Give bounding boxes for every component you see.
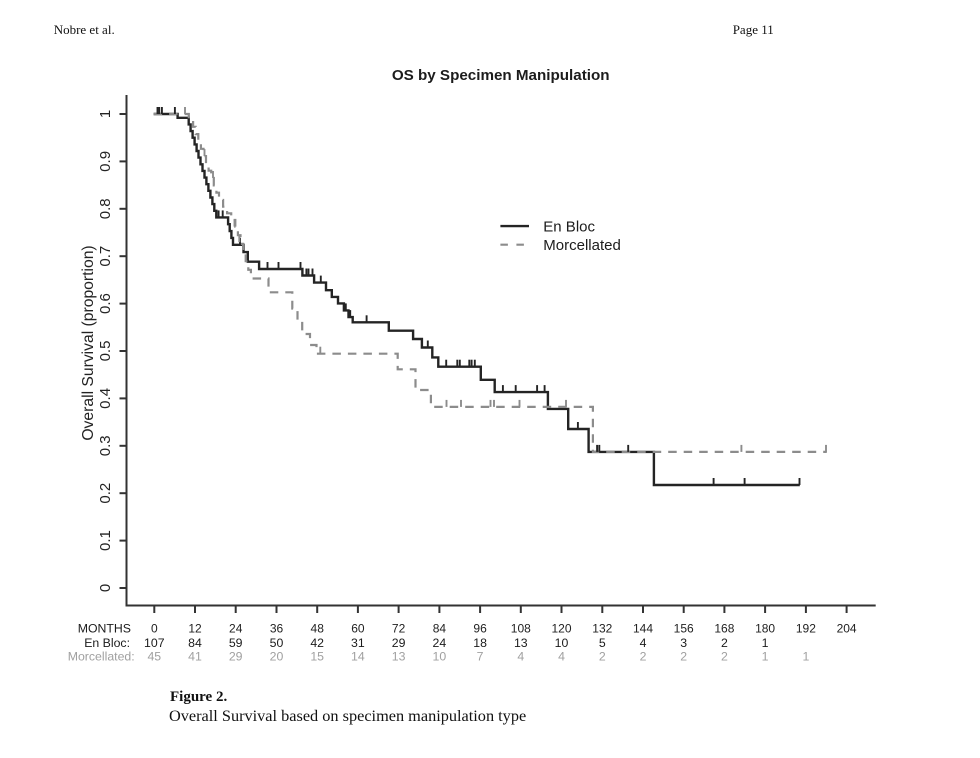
svg-text:1: 1 (762, 636, 769, 650)
svg-text:1: 1 (97, 110, 114, 118)
svg-text:0.3: 0.3 (97, 435, 114, 456)
svg-text:59: 59 (229, 636, 243, 650)
svg-text:15: 15 (310, 649, 324, 663)
svg-text:13: 13 (514, 636, 528, 650)
svg-text:0.9: 0.9 (97, 151, 114, 172)
svg-text:3: 3 (680, 636, 687, 650)
svg-text:13: 13 (392, 649, 406, 663)
svg-text:2: 2 (680, 649, 687, 663)
svg-text:1: 1 (762, 649, 769, 663)
svg-text:60: 60 (351, 622, 365, 636)
svg-text:107: 107 (144, 636, 165, 650)
svg-text:20: 20 (270, 649, 284, 663)
svg-text:48: 48 (311, 622, 325, 636)
svg-text:0.5: 0.5 (97, 341, 114, 362)
svg-text:4: 4 (640, 636, 647, 650)
svg-text:84: 84 (188, 636, 202, 650)
svg-text:72: 72 (392, 622, 406, 636)
svg-text:31: 31 (351, 636, 365, 650)
svg-text:MONTHS: MONTHS (78, 622, 131, 636)
svg-text:0.7: 0.7 (97, 246, 114, 267)
svg-text:2: 2 (721, 636, 728, 650)
svg-text:192: 192 (796, 622, 816, 636)
svg-text:10: 10 (555, 636, 569, 650)
svg-text:0: 0 (151, 622, 158, 636)
svg-text:Overall Survival (proportion): Overall Survival (proportion) (80, 245, 97, 440)
svg-text:2: 2 (721, 649, 728, 663)
svg-text:108: 108 (511, 622, 531, 636)
svg-text:96: 96 (473, 622, 487, 636)
svg-text:180: 180 (755, 622, 775, 636)
svg-text:204: 204 (837, 622, 857, 636)
svg-text:24: 24 (433, 636, 447, 650)
svg-text:14: 14 (351, 649, 365, 663)
svg-text:29: 29 (229, 649, 243, 663)
svg-text:24: 24 (229, 622, 243, 636)
svg-text:0.2: 0.2 (97, 483, 114, 504)
svg-text:45: 45 (147, 649, 161, 663)
svg-text:OS by Specimen Manipulation: OS by Specimen Manipulation (392, 67, 610, 84)
svg-text:2: 2 (640, 649, 647, 663)
svg-text:0: 0 (97, 584, 114, 592)
svg-text:18: 18 (473, 636, 487, 650)
svg-text:36: 36 (270, 622, 284, 636)
svg-text:En Bloc:: En Bloc: (84, 636, 130, 650)
svg-text:29: 29 (392, 636, 406, 650)
svg-text:12: 12 (188, 622, 202, 636)
svg-text:Morcellated:: Morcellated: (68, 649, 135, 663)
svg-text:Morcellated: Morcellated (543, 237, 621, 254)
svg-text:120: 120 (551, 622, 571, 636)
svg-text:168: 168 (714, 622, 734, 636)
svg-text:156: 156 (674, 622, 694, 636)
svg-text:0.6: 0.6 (97, 293, 114, 314)
svg-text:50: 50 (270, 636, 284, 650)
svg-text:1: 1 (802, 649, 809, 663)
svg-text:0.4: 0.4 (97, 388, 114, 409)
svg-text:En Bloc: En Bloc (543, 218, 595, 235)
svg-text:144: 144 (633, 622, 653, 636)
svg-text:4: 4 (558, 649, 565, 663)
svg-text:84: 84 (433, 622, 447, 636)
svg-text:5: 5 (599, 636, 606, 650)
svg-text:41: 41 (188, 649, 202, 663)
svg-text:132: 132 (592, 622, 612, 636)
svg-text:42: 42 (310, 636, 324, 650)
svg-text:10: 10 (433, 649, 447, 663)
svg-text:7: 7 (477, 649, 484, 663)
svg-text:0.1: 0.1 (97, 530, 114, 551)
svg-text:0.8: 0.8 (97, 198, 114, 219)
svg-text:4: 4 (517, 649, 524, 663)
svg-text:2: 2 (599, 649, 606, 663)
